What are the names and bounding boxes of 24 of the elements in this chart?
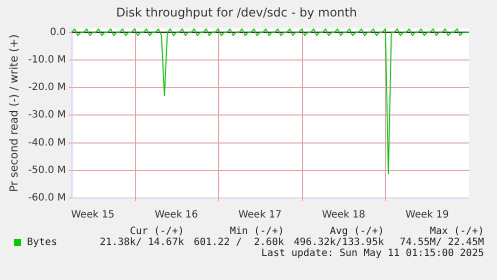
chart-title: Disk throughput for /dev/sdc - by month	[116, 5, 357, 20]
x-tick-label: Week 17	[238, 210, 282, 221]
text: 21.38k/ 14.67k	[98, 237, 184, 248]
x-tick-label: Week 19	[406, 210, 449, 221]
y-tick-label: -60.0 M	[28, 192, 66, 204]
text: Last update: Sun May 11 01:15:00 2025	[260, 248, 484, 259]
text: 496.32k/133.95k	[292, 237, 384, 248]
x-tick-label: Week 15	[71, 210, 114, 221]
x-tick-label: Week 18	[322, 210, 366, 221]
text: Max (-/+)	[428, 226, 484, 237]
text: Avg (-/+)	[328, 226, 384, 237]
y-axis-title: Pr second read (-) / write (+)	[7, 34, 20, 192]
text: Min (-/+)	[228, 226, 284, 237]
y-tick-label: -10.0 M	[28, 54, 66, 66]
y-tick-label: -20.0 M	[28, 82, 66, 94]
y-tick-label: -50.0 M	[28, 164, 66, 176]
y-tick-label: -40.0 M	[28, 137, 66, 148]
text: Cur (-/+)	[128, 226, 184, 237]
y-tick-label: -30.0 M	[28, 110, 66, 121]
text: 74.55M/ 22.45M	[398, 237, 484, 248]
x-tick-label: Week 16	[154, 210, 198, 221]
legend-label: Bytes	[27, 237, 58, 248]
text: 601.22 / 2.60k	[192, 237, 284, 248]
y-tick-label: 0.0	[50, 26, 66, 38]
